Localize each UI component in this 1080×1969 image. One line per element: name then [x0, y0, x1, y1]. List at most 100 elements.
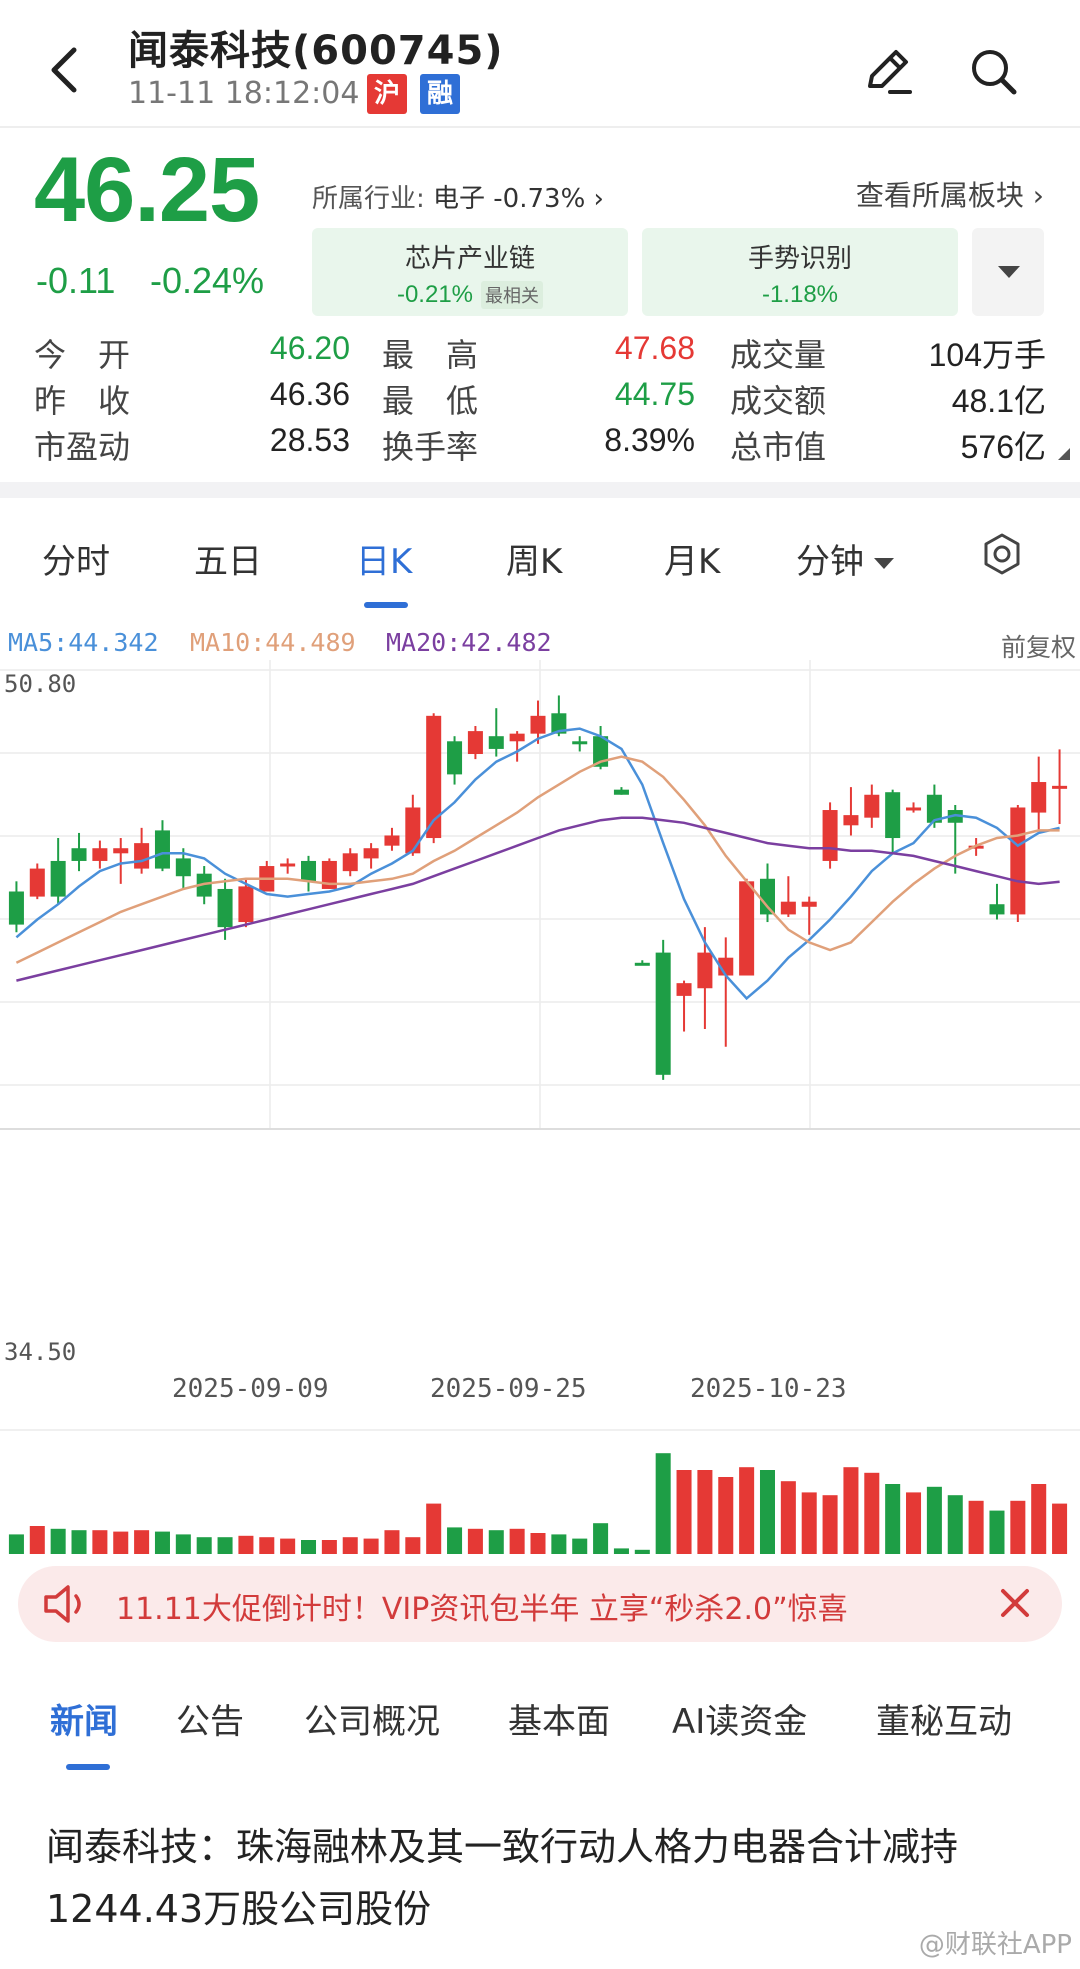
candle-body: [697, 952, 713, 989]
tab-fundamentals[interactable]: 基本面: [508, 1702, 610, 1742]
gear-icon: [984, 533, 1020, 575]
news-headline[interactable]: 闻泰科技：珠海融林及其一致行动人格力电器合计减持1244.43万股公司股份: [46, 1825, 959, 1931]
close-promo-button[interactable]: [990, 1578, 1040, 1628]
volume-bar: [363, 1538, 379, 1554]
volume-bar: [801, 1492, 817, 1554]
tab-five-day[interactable]: 五日: [194, 542, 262, 582]
candle-body: [613, 789, 629, 795]
tab-news[interactable]: 新闻: [50, 1702, 118, 1742]
stat-value-high: 47.68: [614, 330, 695, 366]
volume-bar: [92, 1530, 108, 1554]
tab-minute[interactable]: 分钟: [796, 534, 894, 583]
volume-bar: [488, 1530, 504, 1554]
volume-bar: [655, 1453, 671, 1554]
concept-tag-gesture[interactable]: 手势识别 -1.18%: [642, 228, 958, 316]
candle-body: [822, 810, 838, 861]
watermark: @财联社APP: [918, 1930, 1072, 1960]
candle-body: [384, 835, 400, 846]
tab-intraday[interactable]: 分时: [42, 542, 110, 582]
tab-secretary-qa[interactable]: 董秘互动: [876, 1702, 1012, 1742]
volume-bar: [426, 1503, 442, 1554]
candle: [1031, 756, 1047, 831]
price-change-pct: -0.24%: [150, 260, 265, 301]
volume-chart[interactable]: [0, 1410, 1080, 1554]
volume-bar: [572, 1538, 588, 1554]
candle: [71, 832, 87, 872]
expand-stats-icon[interactable]: [1058, 448, 1070, 460]
volume-bar: [947, 1495, 963, 1554]
candle: [280, 858, 296, 874]
quote-time: 11-11 18:12:04: [128, 76, 360, 111]
stat-value-turnover: 48.1亿: [951, 383, 1046, 419]
volume-bar: [8, 1534, 24, 1554]
x-axis-label: 2025-09-25: [430, 1374, 587, 1404]
ma20-line: [16, 816, 1060, 982]
candle: [613, 787, 629, 795]
y-axis-min-label: 34.50: [4, 1338, 77, 1366]
tab-monthly-k[interactable]: 月K: [664, 542, 721, 582]
candle: [113, 838, 129, 884]
promo-banner[interactable]: 11.11大促倒计时！VIP资讯包半年 立享“秒杀2.0”惊喜: [18, 1566, 1062, 1642]
tab-announcements[interactable]: 公告: [176, 1702, 244, 1742]
candle-body: [405, 807, 421, 854]
concept-tag-name: 芯片产业链: [404, 244, 535, 274]
candle: [50, 838, 66, 905]
candle-body: [843, 815, 859, 826]
volume-bar: [134, 1530, 150, 1554]
price-change: -0.11: [36, 260, 116, 301]
volume-bar: [697, 1470, 713, 1554]
volume-bar: [593, 1523, 609, 1554]
candle: [509, 731, 525, 762]
view-sector-link[interactable]: 查看所属板块 ›: [855, 179, 1044, 212]
chart-settings-button[interactable]: [980, 532, 1024, 576]
stat-label-high: 最 高: [382, 336, 479, 374]
chevron-down-icon: [874, 558, 894, 569]
chart-tabs: 分时 五日 日K 周K 月K 分钟: [0, 498, 1080, 616]
edit-button[interactable]: [860, 44, 916, 100]
candle: [259, 860, 275, 892]
concept-tag-chip-chain[interactable]: 芯片产业链 -0.21% 最相关: [312, 228, 628, 316]
candle: [759, 863, 776, 923]
stat-label-turnover-rate: 换手率: [382, 428, 479, 466]
candle: [1010, 804, 1026, 923]
candle-body: [300, 860, 317, 882]
volume-bar: [154, 1531, 170, 1554]
ma5-line: [15, 727, 1060, 1001]
candle: [447, 736, 463, 785]
tab-weekly-k[interactable]: 周K: [506, 542, 563, 582]
ma5-legend: MA5:44.342: [8, 628, 159, 657]
candle-body: [175, 858, 191, 877]
candlestick-chart[interactable]: [0, 660, 1080, 1130]
tab-daily-k[interactable]: 日K: [356, 542, 413, 582]
search-button[interactable]: [966, 44, 1022, 100]
promo-text: 11.11大促倒计时！VIP资讯包半年 立享“秒杀2.0”惊喜: [116, 1592, 848, 1627]
tab-ai-funds[interactable]: AI读资金: [672, 1702, 808, 1742]
candle-body: [926, 794, 942, 823]
industry-link[interactable]: 所属行业: 电子 -0.73% ›: [312, 178, 604, 215]
candle: [822, 802, 838, 869]
margin-badge: 融: [420, 74, 460, 114]
tab-company-profile[interactable]: 公司概况: [304, 1702, 440, 1742]
volume-bar: [551, 1534, 567, 1554]
adjustment-toggle[interactable]: 前复权: [1000, 633, 1076, 662]
stat-label-prev-close: 昨 收: [34, 382, 131, 420]
volume-bar: [509, 1528, 525, 1554]
back-button[interactable]: [40, 40, 90, 100]
volume-bar: [259, 1537, 275, 1554]
search-icon: [972, 50, 1017, 95]
x-axis-label: 2025-09-09: [172, 1374, 329, 1404]
stock-title: 闻泰科技(600745): [128, 28, 504, 74]
stat-value-market-cap: 576亿: [960, 429, 1046, 465]
candle: [384, 827, 400, 851]
candle-body: [801, 901, 817, 907]
volume-bar: [906, 1492, 922, 1554]
candle: [739, 878, 755, 976]
candle: [363, 843, 379, 869]
quote-panel: 46.25 -0.11 -0.24% 所属行业: 电子 -0.73% › 查看所…: [0, 130, 1080, 480]
more-tags-button[interactable]: [972, 228, 1044, 316]
stat-value-turnover-rate: 8.39%: [604, 422, 695, 458]
candle-body: [447, 741, 463, 775]
volume-bar: [822, 1495, 838, 1554]
volume-bar: [321, 1540, 337, 1554]
volume-bar: [989, 1510, 1005, 1554]
